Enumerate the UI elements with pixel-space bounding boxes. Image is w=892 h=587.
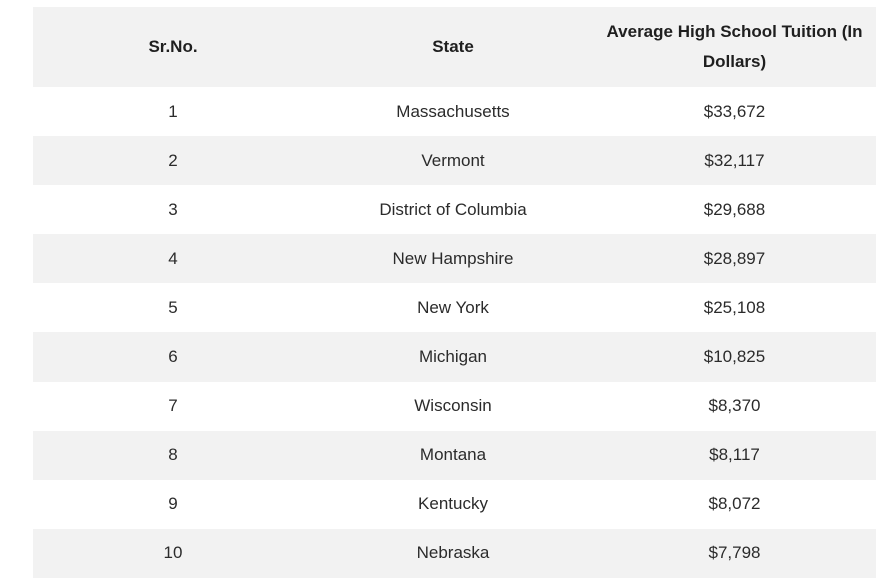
cell-tuition: $33,672 [703, 101, 766, 121]
table-row: 10 Nebraska $7,798 [33, 528, 876, 578]
tuition-table-container: Sr.No. State Average High School Tuition… [33, 7, 876, 578]
cell-state: Wisconsin [414, 396, 492, 416]
cell-sr-no: 2 [168, 150, 178, 170]
cell-sr-no: 9 [168, 494, 178, 514]
header-average-tuition: Average High School Tuition (In Dollars) [606, 22, 863, 71]
cell-sr-no: 3 [168, 199, 178, 219]
cell-sr-no: 6 [168, 347, 178, 367]
cell-tuition: $28,897 [703, 248, 766, 268]
cell-sr-no: 8 [168, 445, 178, 465]
cell-tuition: $8,072 [708, 494, 761, 514]
header-state: State [432, 37, 474, 56]
cell-sr-no: 7 [168, 396, 178, 416]
cell-state: District of Columbia [379, 199, 527, 219]
cell-tuition: $7,798 [708, 543, 761, 563]
cell-state: Michigan [418, 347, 488, 367]
cell-sr-no: 10 [163, 543, 183, 563]
table-row: 6 Michigan $10,825 [33, 332, 876, 382]
header-sr-no: Sr.No. [148, 37, 198, 56]
cell-tuition: $29,688 [703, 199, 766, 219]
header-row: Sr.No. State Average High School Tuition… [33, 7, 876, 87]
cell-tuition: $25,108 [703, 297, 766, 317]
cell-state: Vermont [421, 150, 485, 170]
table-row: 4 New Hampshire $28,897 [33, 234, 876, 284]
table-row: 5 New York $25,108 [33, 283, 876, 333]
cell-state: Montana [419, 445, 487, 465]
cell-sr-no: 5 [168, 297, 178, 317]
cell-sr-no: 4 [168, 248, 178, 268]
tuition-table: Sr.No. State Average High School Tuition… [33, 7, 876, 578]
table-header: Sr.No. State Average High School Tuition… [33, 7, 876, 87]
cell-sr-no: 1 [168, 101, 178, 121]
table-row: 9 Kentucky $8,072 [33, 479, 876, 529]
table-body: 1 Massachusetts $33,672 2 Vermont $32,11… [33, 87, 876, 578]
cell-state: Kentucky [418, 494, 488, 514]
cell-tuition: $8,117 [709, 445, 760, 465]
cell-tuition: $10,825 [703, 347, 766, 367]
cell-tuition: $32,117 [704, 150, 765, 170]
table-row: 3 District of Columbia $29,688 [33, 185, 876, 235]
table-row: 1 Massachusetts $33,672 [33, 87, 876, 137]
table-row: 8 Montana $8,117 [33, 430, 876, 480]
cell-state: Nebraska [416, 543, 490, 563]
table-row: 2 Vermont $32,117 [33, 136, 876, 186]
cell-tuition: $8,370 [708, 396, 761, 416]
table-row: 7 Wisconsin $8,370 [33, 381, 876, 431]
cell-state: New Hampshire [392, 248, 514, 268]
cell-state: New York [417, 297, 489, 317]
cell-state: Massachusetts [396, 101, 510, 121]
